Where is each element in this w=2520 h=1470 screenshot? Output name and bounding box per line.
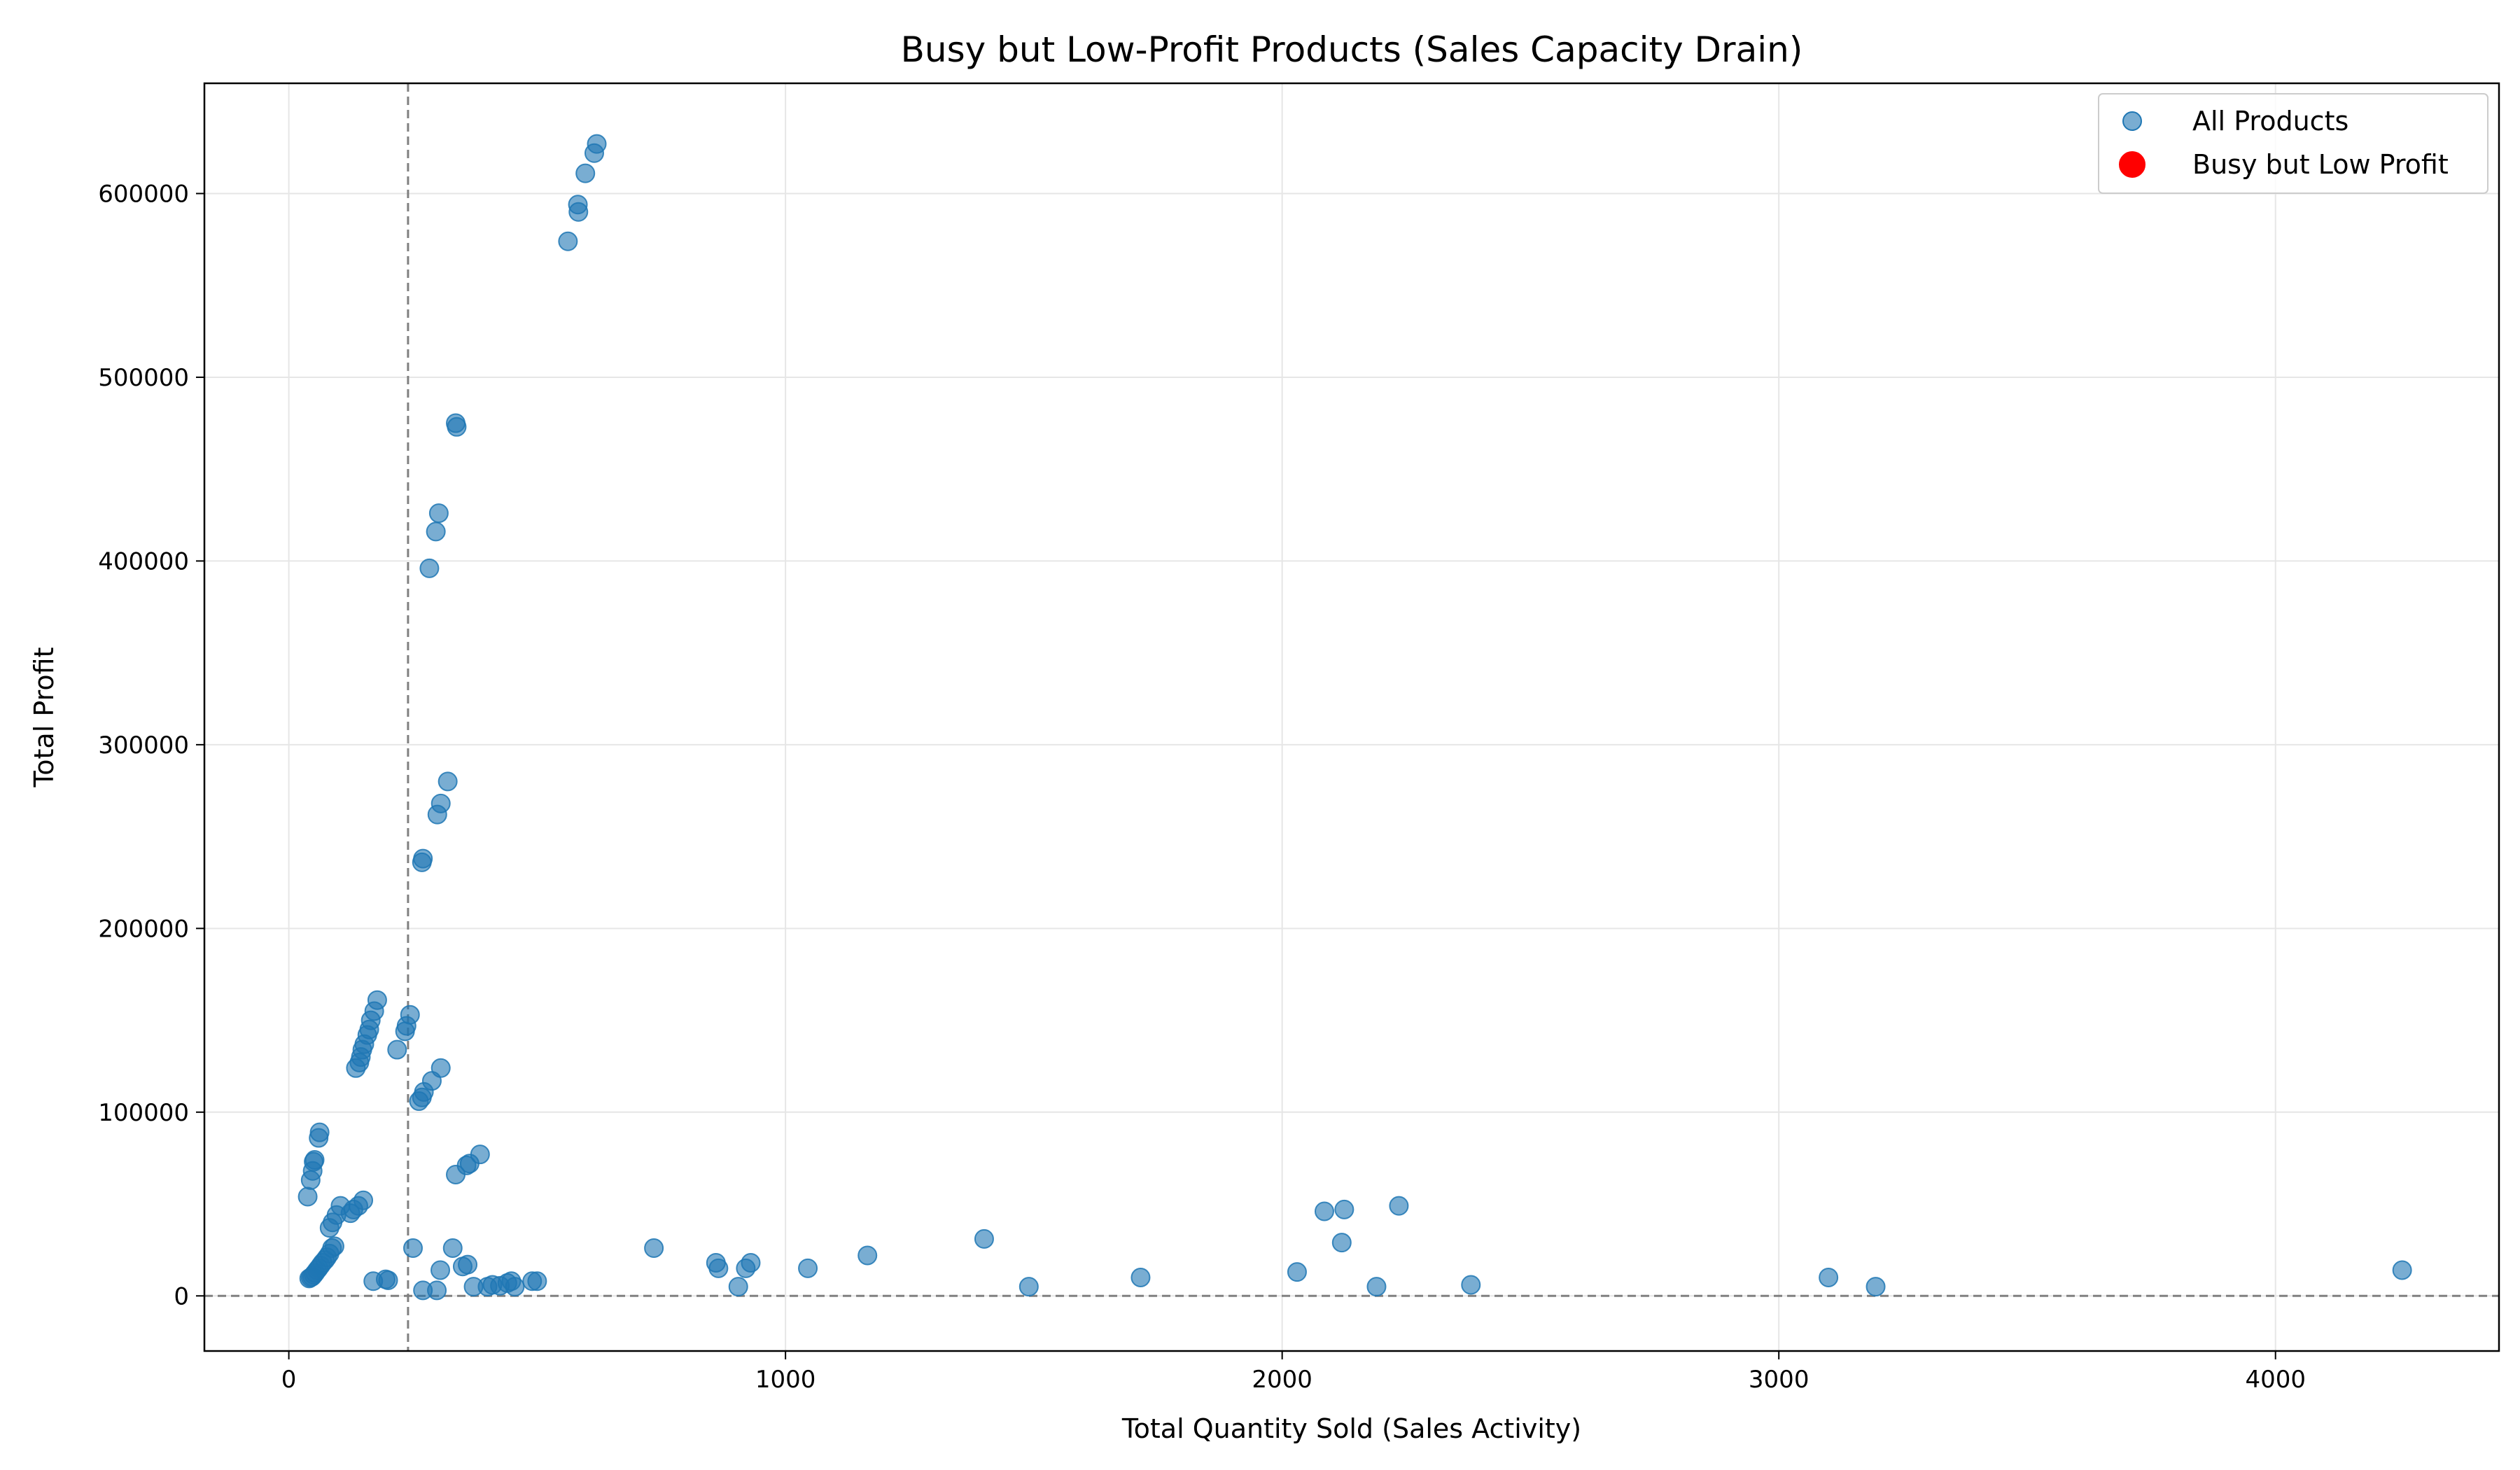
legend-label-all-products: All Products [2192, 106, 2348, 136]
scatter-point [426, 522, 446, 542]
scatter-point [319, 1218, 340, 1238]
scatter-point [430, 1260, 451, 1280]
reference-lines [204, 83, 2499, 1351]
scatter-point [428, 503, 449, 524]
legend-box [2098, 93, 2488, 194]
legend: All Products Busy but Low Profit [2098, 93, 2488, 194]
scatter-point [1334, 1199, 1354, 1219]
y-tick-label: 500000 [98, 364, 189, 392]
scatter-point [438, 771, 458, 792]
data-points [298, 134, 2412, 1301]
x-tick-label: 1000 [755, 1366, 816, 1394]
scatter-point [728, 1277, 748, 1297]
y-tick-label: 100000 [98, 1099, 189, 1127]
scatter-point [858, 1245, 878, 1266]
scatter-point [1865, 1277, 1886, 1297]
scatter-point [447, 416, 467, 437]
scatter-point [1819, 1268, 1839, 1288]
y-axis-label: Total Profit [29, 648, 59, 788]
scatter-point [419, 558, 440, 578]
scatter-point [403, 1238, 423, 1259]
x-tick-label: 3000 [1749, 1366, 1809, 1394]
scatter-point [346, 1058, 366, 1078]
chart-title: Busy but Low-Profit Products (Sales Capa… [901, 29, 1803, 70]
scatter-point [1331, 1233, 1352, 1253]
scatter-point [558, 231, 578, 251]
x-tick-label: 2000 [1252, 1366, 1312, 1394]
scatter-point [378, 1270, 398, 1290]
y-tick-label: 600000 [98, 180, 189, 208]
y-tick-label: 400000 [98, 547, 189, 575]
scatter-point [575, 163, 596, 183]
scatter-point [2392, 1260, 2412, 1280]
scatter-point [505, 1277, 525, 1297]
scatter-point [427, 804, 447, 825]
x-tick-label: 4000 [2245, 1366, 2306, 1394]
scatter-point [644, 1238, 664, 1259]
legend-label-busy-low-profit: Busy but Low Profit [2192, 149, 2449, 180]
y-tick-label: 0 [174, 1282, 189, 1310]
scatter-point [1314, 1201, 1334, 1222]
scatter-point [1461, 1275, 1481, 1295]
scatter-point [452, 1256, 472, 1277]
plot-frame [203, 82, 2500, 1352]
scatter-point [584, 143, 604, 163]
scatter-point [974, 1228, 994, 1249]
scatter-point [387, 1040, 407, 1060]
x-tick-label: 0 [281, 1366, 297, 1394]
x-axis-label: Total Quantity Sold (Sales Activity) [1121, 1413, 1581, 1444]
y-tick-label: 300000 [98, 732, 189, 760]
scatter-point [299, 1268, 319, 1289]
scatter-point [413, 1280, 433, 1301]
scatter-point [412, 852, 432, 872]
legend-marker-all-products [2122, 111, 2142, 131]
scatter-point [527, 1271, 547, 1292]
scatter-point [298, 1186, 318, 1207]
scatter-point [442, 1238, 463, 1259]
scatter-point [568, 202, 589, 222]
scatter-point [798, 1258, 818, 1278]
y-tick-label: 200000 [98, 915, 189, 943]
scatter-point [1287, 1262, 1307, 1282]
scatter-point [1018, 1277, 1039, 1297]
scatter-point [741, 1253, 761, 1273]
axis-ticks: 0 1000 2000 3000 4000 0 100000 200000 300000 4000… [98, 180, 2306, 1394]
scatter-point [409, 1091, 429, 1112]
scatter-point [395, 1021, 415, 1042]
legend-marker-busy-low-profit [2119, 151, 2146, 178]
scatter-point [446, 1165, 466, 1185]
scatter-point [708, 1258, 729, 1278]
scatter-point [300, 1170, 321, 1190]
scatter-point [1130, 1268, 1151, 1288]
scatter-point [1366, 1277, 1387, 1297]
scatter-point [1389, 1196, 1409, 1216]
scatter-point [309, 1128, 329, 1148]
